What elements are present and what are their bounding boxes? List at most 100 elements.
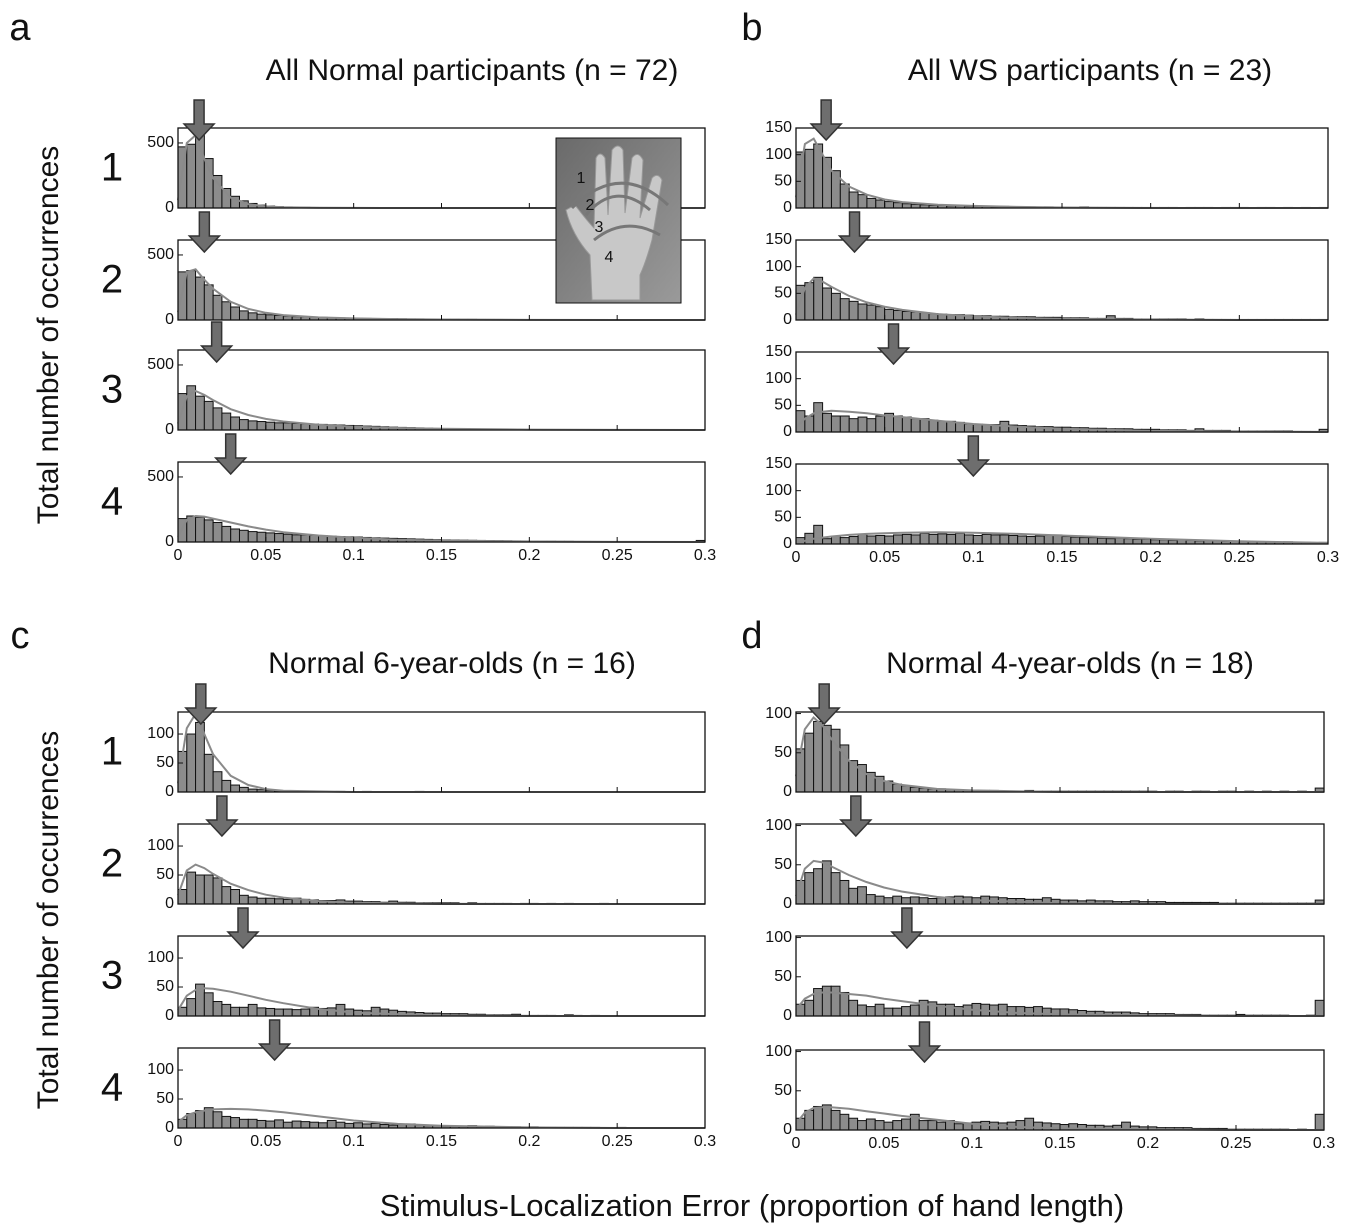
- bar: [238, 786, 249, 793]
- plot-frame: [177, 1047, 706, 1129]
- x-tick-label: 0.05: [868, 1135, 899, 1152]
- row-label: 3: [101, 368, 123, 412]
- bar: [804, 732, 815, 793]
- bar: [256, 1007, 267, 1017]
- bar: [203, 874, 214, 905]
- y-tick-label: 100: [765, 146, 792, 163]
- bar: [963, 534, 974, 545]
- bar: [203, 992, 214, 1017]
- x-tick-label: 0.25: [602, 1133, 633, 1150]
- arrow: [226, 907, 260, 950]
- bar: [813, 402, 824, 433]
- bar: [212, 294, 223, 321]
- inset-label: 1: [577, 170, 586, 187]
- bar: [230, 416, 240, 431]
- subplot: 0 50 100 150: [765, 99, 1329, 216]
- bar: [866, 535, 877, 545]
- bar: [981, 533, 992, 545]
- bar: [884, 308, 895, 321]
- bar: [813, 1105, 823, 1131]
- panel-letter: b: [741, 7, 762, 49]
- bar: [1034, 535, 1045, 545]
- bar: [247, 531, 258, 543]
- y-tick-label: 0: [165, 895, 174, 912]
- subplot: 2 0 500: [101, 211, 706, 328]
- bar: [928, 533, 939, 545]
- fit-curve: [795, 531, 1329, 544]
- x-tick-label: 0.25: [1224, 549, 1255, 566]
- bar: [1061, 536, 1072, 545]
- bar: [901, 1118, 911, 1131]
- panel-letter: c: [11, 615, 30, 657]
- y-tick-label: 150: [765, 343, 792, 360]
- bar: [866, 197, 877, 209]
- bar: [865, 894, 876, 905]
- y-tick-label: 50: [774, 1082, 792, 1099]
- bar: [203, 753, 214, 793]
- x-tick-label: 0.3: [694, 1133, 716, 1150]
- y-tick-label: 100: [765, 258, 792, 275]
- bar: [909, 786, 920, 793]
- bar: [813, 524, 824, 545]
- y-tick-label: 150: [765, 119, 792, 136]
- y-tick-label: 100: [147, 837, 174, 854]
- panel-title: Normal 4-year-olds (n = 18): [886, 647, 1254, 680]
- bar: [883, 1121, 894, 1131]
- bar: [186, 270, 197, 321]
- bar: [830, 985, 841, 1017]
- bar: [265, 421, 276, 431]
- y-tick-label: 0: [783, 1007, 792, 1024]
- bar: [875, 199, 886, 209]
- bar: [830, 415, 841, 433]
- bar: [344, 1122, 355, 1129]
- bar: [910, 311, 921, 321]
- bar: [955, 532, 965, 545]
- bar: [1024, 1006, 1035, 1017]
- y-tick-label: 50: [774, 173, 792, 190]
- bar: [203, 158, 214, 209]
- bar: [221, 412, 232, 431]
- x-tick-label: 0: [792, 549, 801, 566]
- bar: [857, 886, 867, 905]
- x-tick-label: 0: [174, 1133, 183, 1150]
- plot-frame: [795, 127, 1329, 209]
- arrow: [876, 323, 911, 366]
- fit-curve: [795, 137, 1328, 209]
- y-tick-label: 500: [147, 356, 174, 373]
- x-tick-label: 0.15: [426, 1133, 457, 1150]
- y-tick-label: 0: [165, 783, 174, 800]
- bar: [997, 1003, 1008, 1017]
- bar: [839, 183, 850, 209]
- subplot: 0 50 100: [765, 683, 1325, 800]
- bar: [839, 879, 850, 905]
- subplot: 3 0 500: [101, 321, 706, 438]
- arrow: [807, 683, 841, 726]
- bar: [804, 872, 815, 905]
- bar: [972, 534, 983, 545]
- fit-curve: [795, 409, 1329, 433]
- bar: [282, 533, 293, 543]
- arrow: [184, 683, 218, 726]
- plot-frame: [795, 1049, 1325, 1131]
- bar: [999, 534, 1010, 545]
- bar: [848, 300, 859, 321]
- bar: [795, 151, 806, 209]
- row-label: 3: [101, 954, 123, 998]
- subplot: 0 50 100 150 0 0.05 0.1 0.15 0.2 0.25 0.3: [765, 435, 1339, 566]
- plot-frame: [177, 461, 706, 543]
- bar: [212, 1111, 223, 1129]
- x-tick-label: 0.3: [694, 547, 716, 564]
- bar: [830, 728, 841, 793]
- subplot: 0 50 100: [765, 907, 1325, 1024]
- bar: [274, 422, 284, 431]
- bar: [848, 418, 859, 433]
- plot-frame: [795, 823, 1325, 905]
- bar: [238, 310, 249, 321]
- bar: [212, 1001, 223, 1017]
- bar: [857, 194, 868, 209]
- arrow: [809, 99, 843, 142]
- bar: [212, 877, 223, 905]
- y-tick-label: 0: [165, 199, 174, 216]
- bar: [910, 418, 921, 433]
- bar: [848, 887, 859, 905]
